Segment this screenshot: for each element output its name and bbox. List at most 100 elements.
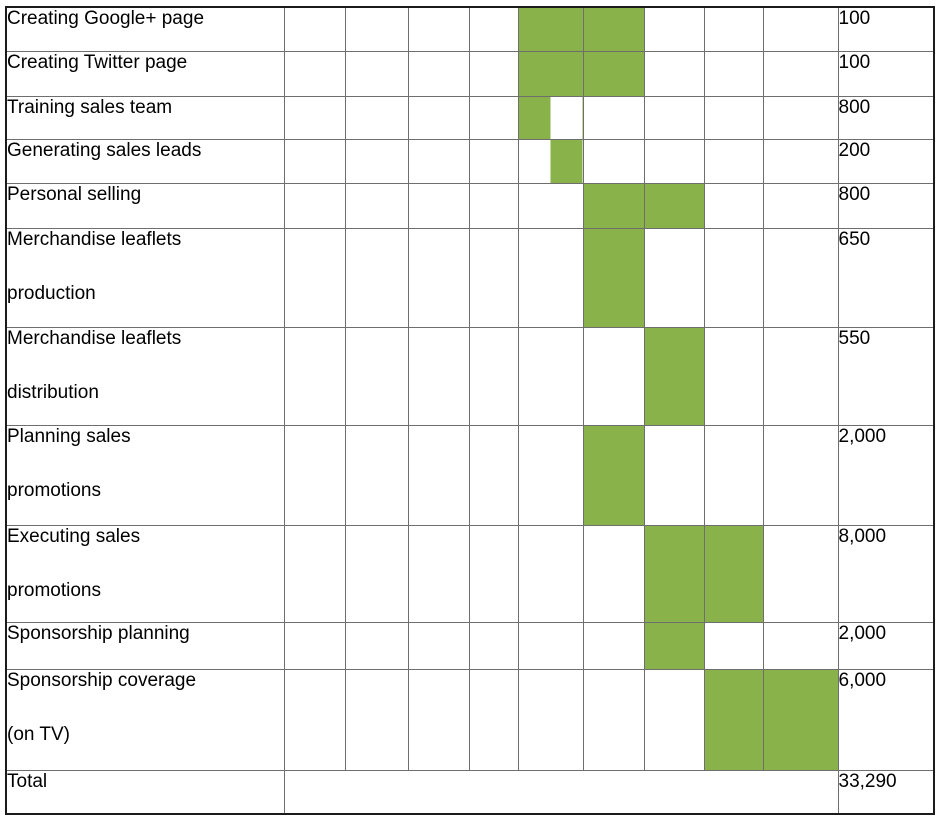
task-label: Executing sales (7, 525, 141, 547)
period-cell (344, 95, 409, 140)
period-cell (283, 326, 346, 426)
period-cell (582, 138, 645, 184)
period-cell (468, 668, 519, 771)
period-cell (407, 227, 470, 328)
period-cell (703, 138, 764, 184)
task-cell: Training sales team (5, 95, 285, 140)
period-cell (468, 524, 519, 623)
period-cell (283, 621, 346, 670)
period-cell (762, 6, 839, 52)
cost-cell: 2,000 (837, 621, 935, 670)
period-cell (643, 95, 705, 140)
period-cell (517, 668, 584, 771)
period-cell (517, 227, 584, 328)
period-cell (517, 182, 584, 229)
period-cell (762, 182, 839, 229)
gantt-bar (582, 227, 645, 328)
period-cell (283, 424, 346, 526)
task-label: Total (7, 770, 48, 792)
task-cell: Planning sales promotions (5, 424, 285, 526)
period-cell (407, 524, 470, 623)
period-cell (283, 138, 346, 184)
period-cell (344, 227, 409, 328)
period-cell (643, 424, 705, 526)
task-label: (on TV) (7, 723, 71, 745)
period-cell (517, 621, 584, 670)
cost-cell: 100 (837, 6, 935, 52)
period-cell (703, 621, 764, 670)
period-cell (468, 227, 519, 328)
task-label: production (7, 282, 96, 304)
gantt-bar-second-half (517, 138, 584, 184)
period-cell (762, 621, 839, 670)
period-cell (407, 424, 470, 526)
period-cell (703, 182, 764, 229)
cost-cell: 650 (837, 227, 935, 328)
task-label: Generating sales leads (7, 139, 202, 161)
period-cell (762, 326, 839, 426)
period-cell (762, 50, 839, 97)
period-cell (407, 182, 470, 229)
period-cell (468, 6, 519, 52)
total-row: Total 33,290 (5, 769, 935, 815)
period-cell (643, 227, 705, 328)
period-cell (517, 326, 584, 426)
period-cell (582, 621, 645, 670)
period-cell (582, 326, 645, 426)
cost-cell: 6,000 (837, 668, 935, 771)
task-label: Creating Google+ page (7, 8, 205, 29)
cost-cell: 800 (837, 182, 935, 229)
period-cell (582, 668, 645, 771)
period-cell (407, 138, 470, 184)
period-cell (407, 95, 470, 140)
period-cell (407, 326, 470, 426)
gantt-bar (703, 524, 764, 623)
period-cell (283, 182, 346, 229)
period-cell (407, 50, 470, 97)
period-cell (762, 138, 839, 184)
task-label: Planning sales (7, 425, 131, 447)
gantt-bar (643, 182, 705, 229)
gantt-bar (582, 6, 645, 52)
period-cell (643, 668, 705, 771)
task-cell: Generating sales leads (5, 138, 285, 184)
task-label: Sponsorship coverage (7, 669, 197, 691)
period-cell (468, 95, 519, 140)
period-cell (517, 524, 584, 623)
period-cell (468, 50, 519, 97)
gantt-bar-first-half (517, 95, 584, 140)
task-cell: Creating Twitter page (5, 50, 285, 97)
period-cell (283, 6, 346, 52)
period-cell (762, 524, 839, 623)
task-cell: Merchandise leaflets distribution (5, 326, 285, 426)
period-cell (517, 424, 584, 526)
table-body: Creating Google+ page 100 Creating Twitter… (5, 6, 935, 815)
cost-cell: 100 (837, 50, 935, 97)
task-label: Creating Twitter page (7, 51, 188, 73)
period-cell (407, 6, 470, 52)
period-cell (703, 326, 764, 426)
table-row: Executing sales promotions 8,000 (5, 524, 935, 623)
period-cell (344, 424, 409, 526)
period-cell (582, 95, 645, 140)
gantt-bar (517, 6, 584, 52)
period-cell (643, 138, 705, 184)
period-cell (344, 621, 409, 670)
merged-timeline-cell (283, 769, 839, 815)
task-cell: Sponsorship coverage (on TV) (5, 668, 285, 771)
gantt-bar (582, 50, 645, 97)
task-label: promotions (7, 479, 101, 501)
total-cost-cell: 33,290 (837, 769, 935, 815)
period-cell (344, 668, 409, 771)
table-row: Training sales team 800 (5, 95, 935, 140)
gantt-bar (703, 668, 764, 771)
cost-cell: 8,000 (837, 524, 935, 623)
period-cell (643, 6, 705, 52)
period-cell (703, 95, 764, 140)
period-cell (407, 621, 470, 670)
table-row: Merchandise leaflets production 650 (5, 227, 935, 328)
period-cell (283, 50, 346, 97)
period-cell (762, 95, 839, 140)
period-cell (468, 621, 519, 670)
gantt-bar (762, 668, 839, 771)
